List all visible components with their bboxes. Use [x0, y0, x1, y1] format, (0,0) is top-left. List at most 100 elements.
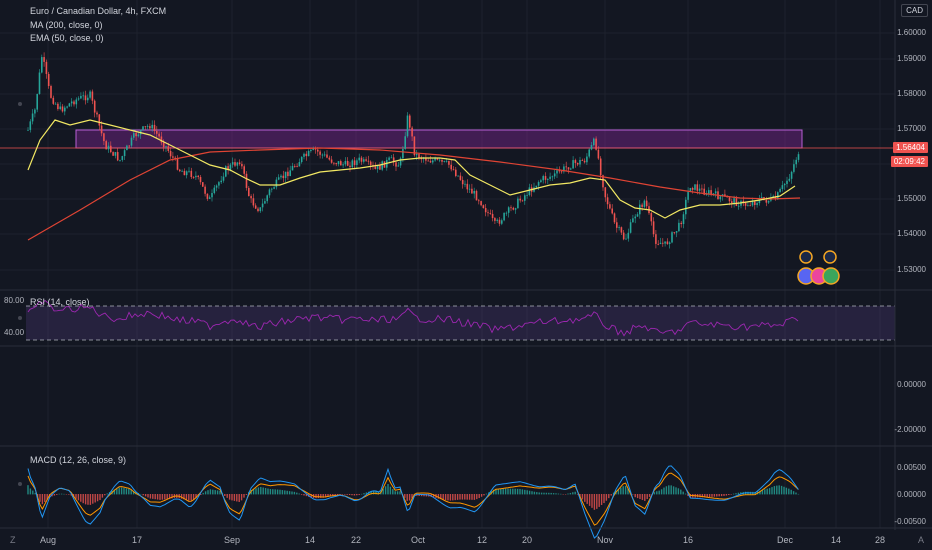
- candle-body: [107, 145, 110, 150]
- candle-body: [427, 160, 429, 162]
- histogram-bar: [701, 494, 704, 498]
- candle-body: [597, 149, 600, 159]
- histogram-bar: [94, 494, 96, 503]
- ema-legend[interactable]: EMA (50, close, 0): [30, 33, 104, 43]
- candle-body: [342, 164, 344, 166]
- candle-body: [774, 196, 777, 200]
- symbol-legend[interactable]: Euro / Canadian Dollar, 4h, FXCM: [30, 6, 167, 16]
- histogram-bar: [327, 494, 329, 497]
- candle-body: [484, 208, 487, 213]
- histogram-bar: [524, 489, 526, 495]
- histogram-bar: [780, 485, 783, 495]
- candle-body: [57, 103, 59, 110]
- histogram-bar: [252, 489, 255, 495]
- histogram-bar: [60, 493, 63, 495]
- pane-drag-dot[interactable]: [18, 482, 22, 486]
- candle-body: [135, 133, 137, 137]
- histogram-bar: [514, 488, 516, 495]
- pane-drag-dot[interactable]: [18, 316, 22, 320]
- currency-label[interactable]: CAD: [901, 4, 928, 17]
- candle-body: [397, 165, 400, 167]
- histogram-bar: [507, 488, 509, 495]
- candle-body: [448, 160, 450, 165]
- candle-body: [183, 170, 186, 176]
- time-axis-label: Dec: [776, 535, 794, 545]
- candle-body: [133, 133, 135, 138]
- candle-body: [579, 159, 581, 165]
- candle-body: [445, 160, 448, 162]
- histogram-bar: [360, 493, 363, 495]
- resistance-zone[interactable]: [75, 129, 803, 149]
- rsi-legend[interactable]: RSI (14, close): [30, 297, 90, 307]
- histogram-bar: [384, 486, 387, 495]
- candle-body: [409, 115, 411, 128]
- zoom-corner-label[interactable]: Z: [10, 535, 16, 545]
- candle-body: [61, 106, 64, 112]
- candle-body: [724, 194, 726, 197]
- histogram-bar: [104, 494, 106, 496]
- histogram-bar: [591, 494, 593, 508]
- candle-body: [581, 159, 584, 161]
- histogram-bar: [370, 491, 372, 495]
- histogram-bar: [502, 488, 504, 495]
- histogram-bar: [468, 494, 471, 500]
- histogram-bar: [766, 488, 768, 495]
- rsi-level-label: 80.00: [4, 296, 25, 305]
- candle-body: [128, 145, 130, 147]
- candle-body: [291, 165, 294, 171]
- candle-body: [510, 207, 512, 209]
- histogram-bar: [538, 492, 540, 495]
- macd-legend[interactable]: MACD (12, 26, close, 9): [30, 455, 127, 465]
- histogram-bar: [219, 490, 221, 495]
- histogram-bar: [723, 494, 725, 496]
- candle-body: [565, 166, 567, 168]
- auto-scale-button[interactable]: A: [917, 535, 924, 545]
- pane-drag-dot[interactable]: [18, 102, 22, 106]
- candle-body: [231, 162, 234, 165]
- histogram-bar: [497, 488, 500, 495]
- histogram-bar: [648, 494, 651, 497]
- histogram-bar: [408, 494, 411, 501]
- price-label: 1.54000: [897, 229, 926, 238]
- candle-body: [678, 222, 680, 232]
- histogram-bar: [773, 486, 776, 495]
- candle-body: [570, 168, 572, 170]
- histogram-bar: [785, 487, 788, 495]
- candle-body: [694, 184, 696, 190]
- candle-body: [82, 95, 84, 97]
- emoji-sticker[interactable]: [797, 250, 840, 285]
- candle-body: [310, 149, 312, 151]
- ma-legend[interactable]: MA (200, close, 0): [30, 20, 103, 30]
- candle-body: [547, 178, 549, 180]
- histogram-bar: [149, 494, 152, 499]
- candle-body: [475, 190, 478, 201]
- histogram-bar: [500, 488, 502, 495]
- ma-200-line: [27, 147, 801, 241]
- candle-body: [429, 160, 432, 163]
- histogram-bar: [310, 494, 312, 498]
- histogram-bar: [478, 494, 480, 499]
- candle-body: [158, 133, 160, 137]
- histogram-bar: [27, 485, 29, 495]
- histogram-bar: [516, 488, 519, 495]
- histogram-bar: [303, 494, 305, 496]
- histogram-bar: [593, 494, 596, 510]
- histogram-bar: [363, 493, 365, 495]
- candle-body: [323, 154, 326, 156]
- candle-body: [404, 136, 406, 149]
- candle-body: [363, 159, 365, 162]
- histogram-bar: [130, 489, 132, 495]
- histogram-bar: [600, 494, 603, 505]
- histogram-bar: [432, 494, 435, 498]
- candle-body: [29, 121, 32, 130]
- mid-axis-label: 0.00000: [897, 380, 926, 389]
- candle-body: [112, 152, 114, 156]
- candle-body: [151, 124, 153, 129]
- candle-body: [671, 232, 673, 243]
- histogram-bar: [329, 494, 332, 497]
- candle-body: [793, 164, 795, 172]
- candle-body: [142, 126, 144, 131]
- candle-body: [650, 213, 653, 222]
- histogram-bar: [735, 493, 737, 495]
